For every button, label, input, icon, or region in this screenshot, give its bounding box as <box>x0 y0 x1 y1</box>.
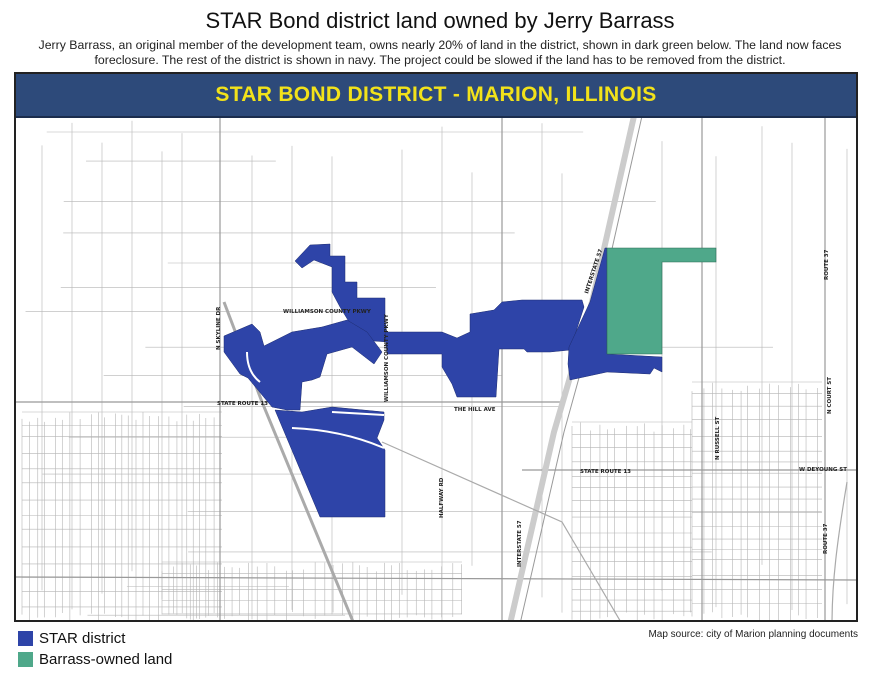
label-williamson-county-pkwy-vertical: WILLIAMSON COUNTY PKWY <box>384 313 390 402</box>
map-canvas: N SKYLINE DR WILLIAMSON COUNTY PKWY WILL… <box>16 115 856 620</box>
page-title: STAR Bond district land owned by Jerry B… <box>205 8 675 33</box>
legend-swatch-star-district <box>18 631 33 646</box>
label-w-deyoung-st: W DEYOUNG ST <box>799 467 847 473</box>
label-route-37-north: ROUTE 37 <box>824 249 830 280</box>
legend-swatch-barrass-land <box>18 652 33 667</box>
map-source: Map source: city of Marion planning docu… <box>648 629 858 640</box>
label-state-route-13-east: STATE ROUTE 13 <box>580 469 631 475</box>
roads <box>16 115 856 620</box>
district-parcel-central[interactable] <box>384 299 585 398</box>
parcel-lines <box>21 120 848 620</box>
district-parcel-east[interactable] <box>567 247 663 381</box>
label-n-russell-st: N RUSSELL ST <box>715 416 721 460</box>
legend-item-barrass-land: Barrass-owned land <box>18 649 172 670</box>
map-banner-title: STAR BOND DISTRICT - MARION, ILLINOIS <box>215 83 657 106</box>
legend-label: STAR district <box>39 630 126 647</box>
label-williamson-county-pkwy: WILLIAMSON COUNTY PKWY <box>283 309 372 315</box>
map-banner: STAR BOND DISTRICT - MARION, ILLINOIS <box>16 74 856 118</box>
barrass-owned-land[interactable] <box>606 247 717 355</box>
district-parcel-west[interactable] <box>223 319 383 411</box>
legend-item-star-district: STAR district <box>18 628 172 649</box>
label-halfway-rd: HALFWAY RD <box>439 477 445 518</box>
star-district-area[interactable] <box>223 243 663 518</box>
legend-label: Barrass-owned land <box>39 651 173 668</box>
label-interstate-57-south: INTERSTATE 57 <box>517 520 523 567</box>
label-n-court-st: N COURT ST <box>827 377 833 414</box>
label-n-skyline-dr: N SKYLINE DR <box>216 306 222 350</box>
subtitle: Jerry Barrass, an original member of the… <box>38 38 842 67</box>
label-route-37-south: ROUTE 37 <box>823 523 829 554</box>
label-the-hill-ave: THE HILL AVE <box>454 407 496 413</box>
label-state-route-13-west: STATE ROUTE 13 <box>217 401 268 407</box>
map-frame: N SKYLINE DR WILLIAMSON COUNTY PKWY WILL… <box>14 72 858 622</box>
district-parcel-north-arm[interactable] <box>294 243 389 343</box>
district-parcel-south[interactable] <box>274 406 386 518</box>
legend: STAR district Barrass-owned land <box>18 628 172 670</box>
district-gaps <box>246 351 385 449</box>
